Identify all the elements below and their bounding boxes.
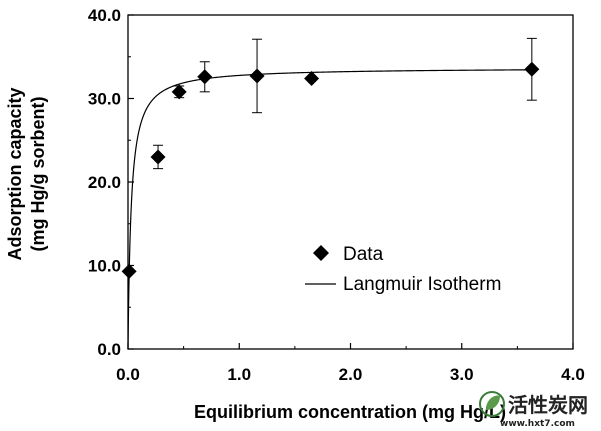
- x-axis-title: Equilibrium concentration (mg Hg/L): [194, 402, 506, 422]
- y-axis-title-line1: Adsorption capacity: [5, 87, 25, 260]
- langmuir-curve: [127, 69, 535, 349]
- error-bars: [153, 37, 537, 170]
- plot-frame: [127, 14, 574, 350]
- data-point: [171, 84, 187, 100]
- legend: Data Langmuir Isotherm: [305, 244, 501, 295]
- x-tick-label: 1.0: [227, 365, 251, 384]
- legend-data-label: Data: [343, 244, 384, 265]
- legend-data-marker: [313, 245, 329, 261]
- y-tick-label: 30.0: [88, 90, 121, 109]
- watermark-leaf-icon: [486, 395, 500, 410]
- ticks: 0.0 1.0 2.0 3.0 4.0 0.0 10.0 20.0 30.0 40.0: [88, 6, 585, 384]
- data-points: [121, 61, 540, 279]
- y-tick-label: 10.0: [88, 257, 121, 276]
- data-point: [150, 149, 166, 165]
- watermark-logo-icon: [479, 391, 505, 417]
- data-point: [197, 69, 213, 85]
- data-point: [524, 61, 540, 77]
- x-tick-label: 2.0: [339, 365, 363, 384]
- legend-fit-label: Langmuir Isotherm: [343, 274, 501, 295]
- y-axis-title-line2: (mg Hg/g sorbent): [28, 97, 48, 252]
- data-point: [304, 70, 320, 86]
- x-tick-label: 0.0: [116, 365, 140, 384]
- watermark-url: www.hxt7.com: [500, 419, 575, 429]
- data-point: [121, 263, 137, 279]
- y-tick-label: 20.0: [88, 173, 121, 192]
- x-tick-label: 4.0: [561, 365, 585, 384]
- langmuir-curve-layer: [127, 69, 535, 349]
- y-tick-label: 0.0: [97, 340, 121, 359]
- y-tick-label: 40.0: [88, 6, 121, 25]
- x-tick-label: 3.0: [450, 365, 474, 384]
- watermark-brand: 活性炭网: [508, 393, 588, 417]
- data-point: [249, 68, 265, 84]
- axes: [127, 14, 574, 350]
- watermark: 活性炭网 www.hxt7.com: [479, 391, 588, 429]
